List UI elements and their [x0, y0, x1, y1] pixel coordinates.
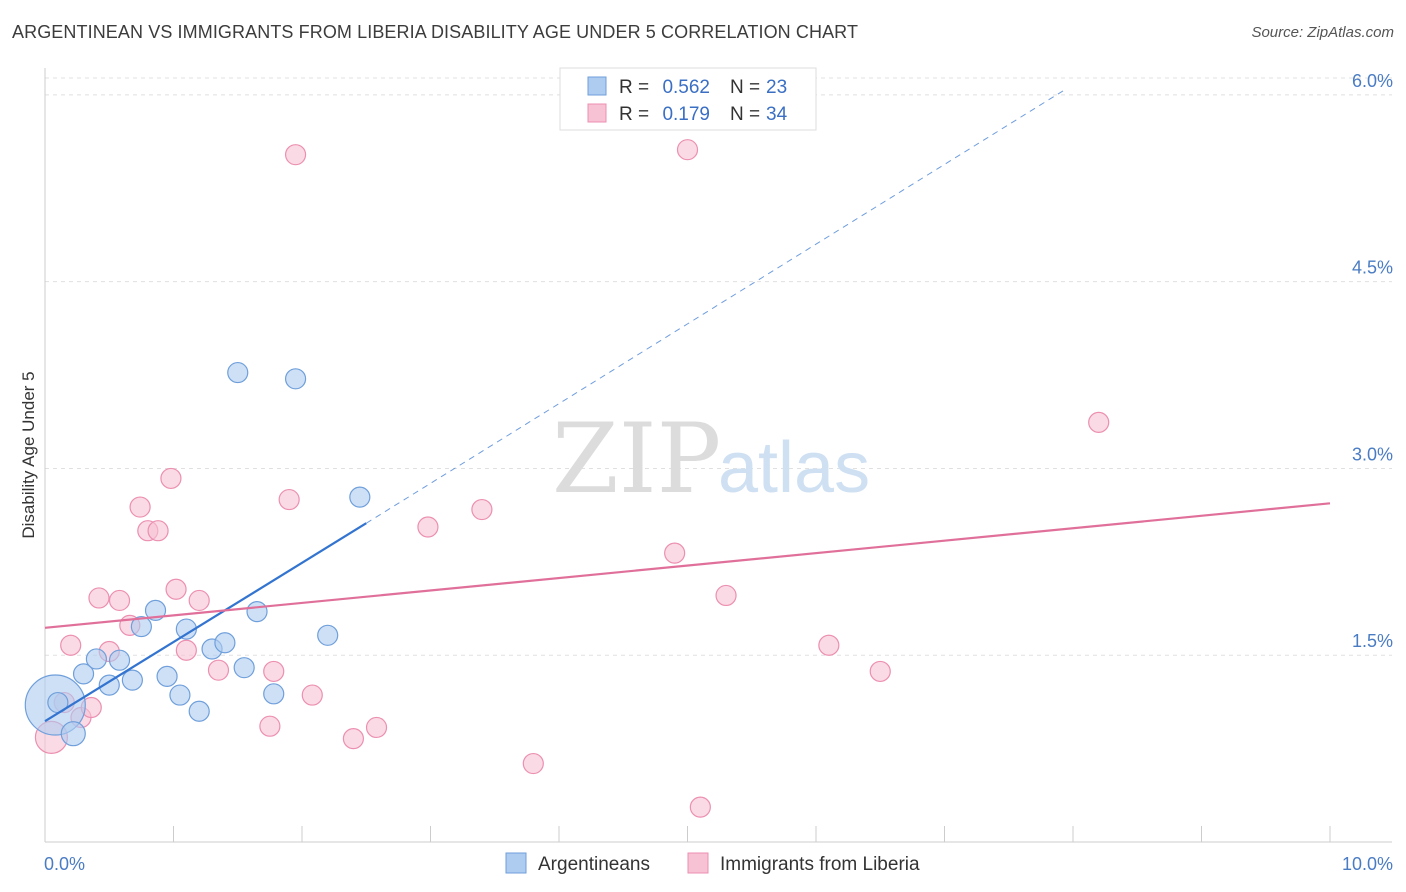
liberia-point-28	[676, 139, 699, 161]
argentinean-point-16	[227, 361, 249, 384]
liberia-point-32	[869, 660, 891, 683]
watermark-atlas: atlas	[718, 428, 870, 508]
argentinean-point-18	[246, 601, 268, 623]
liberia-point-12	[160, 467, 182, 490]
legend-n-label-1: N =	[730, 104, 760, 125]
y-tick-label-2: 4.5%	[1352, 258, 1393, 278]
liberia-point-20	[284, 144, 307, 166]
argentinean-point-10	[156, 665, 178, 687]
liberia-point-11	[147, 520, 169, 542]
argentinean-point-17	[233, 657, 255, 679]
x-tick-label-max: 10.0%	[1342, 854, 1393, 874]
argentinean-point-4	[85, 648, 108, 670]
argentinean-point-13	[188, 700, 210, 722]
bottom-legend-label-0: Argentineans	[538, 854, 650, 875]
chart-title: ARGENTINEAN VS IMMIGRANTS FROM LIBERIA D…	[12, 22, 859, 42]
liberia-point-7	[108, 589, 131, 612]
liberia-point-5	[88, 587, 110, 609]
legend-n-label-0: N =	[730, 77, 760, 98]
legend-n-value-0: 23	[766, 77, 787, 98]
y-tick-label-0: 1.5%	[1352, 631, 1393, 651]
liberia-point-16	[207, 659, 230, 681]
liberia-trend-line	[44, 502, 1331, 629]
argentinean-point-5	[98, 674, 120, 696]
liberia-point-31	[818, 634, 840, 656]
argentinean-point-3	[72, 663, 95, 685]
liberia-point-19	[278, 488, 300, 511]
legend-swatch-0	[587, 76, 607, 96]
argentinean-point-6	[108, 649, 131, 671]
legend-box: R = 0.562 N = 23 R = 0.179 N = 34	[559, 67, 817, 131]
bottom-legend-swatch-1	[687, 852, 709, 874]
liberia-point-24	[417, 516, 439, 538]
argentinean-point-19	[263, 683, 285, 705]
argentinean-point-8	[130, 615, 152, 638]
legend-swatch-1	[587, 103, 607, 123]
argentinean-trend-line	[44, 522, 367, 723]
liberia-point-2	[60, 634, 82, 656]
bottom-legend: Argentineans Immigrants from Liberia	[505, 852, 920, 875]
source-label: Source: ZipAtlas.com	[1251, 24, 1394, 41]
watermark: ZIP atlas	[552, 403, 870, 515]
liberia-point-17	[259, 715, 281, 737]
liberia-point-25	[471, 498, 493, 521]
data-points	[24, 139, 1110, 818]
liberia-point-18	[263, 660, 285, 683]
argentinean-point-15	[214, 632, 236, 654]
argentinean-point-11	[169, 684, 191, 706]
legend-r-value-1: 0.179	[662, 104, 710, 125]
argentinean-point-21	[317, 624, 339, 646]
liberia-point-22	[342, 728, 364, 750]
liberia-point-9	[129, 496, 151, 518]
liberia-point-23	[365, 716, 388, 739]
grid-lines	[45, 77, 1392, 656]
bottom-legend-label-1: Immigrants from Liberia	[720, 854, 920, 875]
argentinean-point-2	[60, 721, 86, 747]
liberia-point-14	[175, 639, 197, 661]
liberia-point-21	[301, 684, 323, 706]
bottom-legend-swatch-0	[505, 852, 527, 874]
liberia-point-13	[165, 578, 187, 600]
liberia-point-26	[522, 752, 544, 775]
trend-lines	[44, 88, 1331, 723]
legend-r-label-0: R =	[619, 77, 649, 98]
argentinean-point-20	[284, 368, 307, 390]
legend-n-value-1: 34	[766, 104, 788, 125]
argentinean-point-22	[349, 486, 371, 508]
y-tick-label-1: 3.0%	[1352, 444, 1393, 464]
liberia-point-33	[1088, 411, 1110, 433]
y-axis-title: Disability Age Under 5	[19, 371, 38, 538]
legend-r-label-1: R =	[619, 104, 649, 125]
tick-labels: 1.5% 3.0% 4.5% 6.0% 0.0% 10.0%	[44, 71, 1393, 874]
y-tick-label-3: 6.0%	[1352, 71, 1393, 91]
x-tick-label-min: 0.0%	[44, 854, 85, 874]
watermark-zip: ZIP	[552, 403, 721, 515]
argentinean-point-7	[121, 669, 143, 691]
argentinean-trend-extension	[365, 88, 1067, 524]
liberia-point-29	[689, 796, 711, 818]
legend-r-value-0: 0.562	[662, 77, 710, 98]
liberia-point-15	[188, 589, 210, 612]
argentinean-point-9	[144, 599, 167, 622]
liberia-point-30	[715, 584, 737, 607]
liberia-point-27	[664, 542, 686, 564]
